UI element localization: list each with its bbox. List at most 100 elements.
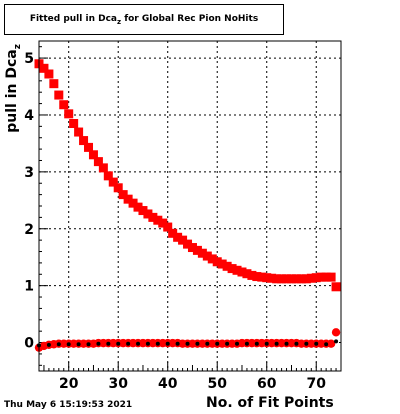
data-point-square <box>123 194 133 204</box>
data-point-square <box>301 274 311 284</box>
data-point-dot <box>56 342 61 347</box>
data-point-dot <box>304 341 309 346</box>
data-point-dot <box>86 342 91 347</box>
plot-background <box>39 41 341 371</box>
data-point-square <box>168 228 178 238</box>
data-point-square <box>74 127 84 137</box>
data-point-square <box>277 274 287 284</box>
data-point-square <box>296 274 306 284</box>
data-point-square <box>252 272 262 282</box>
data-point-square <box>262 273 272 283</box>
data-point-square <box>108 177 118 187</box>
data-point-dot <box>235 341 240 346</box>
y-tick-label: 2 <box>24 222 34 238</box>
y-tick-label: 1 <box>24 279 34 295</box>
data-point-square <box>93 157 103 167</box>
data-point-dot <box>155 341 160 346</box>
data-point-square <box>153 215 163 225</box>
x-axis-label: No. of Fit Points <box>206 395 334 411</box>
data-point-square <box>98 163 108 173</box>
chart-title: Fitted pull in Dcaz for Global Rec Pion … <box>30 14 258 26</box>
data-point-square <box>143 209 153 219</box>
data-point-square <box>88 150 98 160</box>
data-point-square <box>192 245 202 255</box>
data-point-circle <box>326 339 336 348</box>
data-point-square <box>178 235 188 245</box>
y-tick-label: 0 <box>24 336 34 352</box>
data-point-square <box>272 274 282 284</box>
data-point-square <box>163 222 173 232</box>
y-tick-label: 4 <box>24 108 34 124</box>
data-point-square <box>316 272 326 282</box>
data-point-dot <box>66 342 71 347</box>
data-point-square <box>187 243 197 253</box>
data-point-square <box>39 63 49 73</box>
data-point-dot <box>145 341 150 346</box>
x-tick-label: 70 <box>307 376 327 392</box>
data-point-dot <box>244 341 249 346</box>
chart-title-prefix: Fitted pull in Dca <box>29 13 117 24</box>
x-tick-label: 40 <box>158 376 178 392</box>
data-point-square <box>113 183 123 193</box>
data-point-square <box>306 273 316 283</box>
data-point-square <box>247 270 257 280</box>
data-point-dot <box>116 341 121 346</box>
data-point-dot <box>175 341 180 346</box>
data-point-dot <box>165 341 170 346</box>
data-point-square <box>173 232 183 242</box>
x-tick-label: 50 <box>207 376 227 392</box>
data-point-dot <box>225 341 230 346</box>
data-point-square <box>326 272 336 282</box>
data-point-dot <box>136 341 141 346</box>
y-tick-label: 5 <box>24 51 34 67</box>
data-point-dot <box>284 341 289 346</box>
plot-frame <box>38 40 342 372</box>
data-point-square <box>257 272 267 282</box>
data-point-square <box>282 274 292 284</box>
x-tick-label: 30 <box>108 376 128 392</box>
x-tick-label: 20 <box>59 376 79 392</box>
data-point-square <box>148 212 158 222</box>
data-point-square <box>217 259 227 269</box>
data-point-dot <box>126 341 131 346</box>
data-point-square <box>212 257 222 267</box>
chart-title-box: Fitted pull in Dcaz for Global Rec Pion … <box>4 4 284 35</box>
data-point-dot <box>46 342 51 347</box>
data-point-dot <box>274 341 279 346</box>
data-point-square <box>202 251 212 261</box>
data-point-square <box>128 198 138 208</box>
x-tick-label: 60 <box>257 376 277 392</box>
y-tick-label: 3 <box>24 165 34 181</box>
data-point-dot <box>294 341 299 346</box>
data-point-dot <box>195 341 200 346</box>
data-point-square <box>59 100 69 110</box>
data-point-dot <box>334 339 339 344</box>
data-point-square <box>44 69 54 79</box>
data-point-square <box>331 282 341 292</box>
data-point-dot <box>254 341 259 346</box>
data-point-circle <box>331 328 341 337</box>
data-point-square <box>311 273 321 283</box>
data-point-square <box>138 206 148 216</box>
timestamp-footer: Thu May 6 15:19:53 2021 <box>4 400 133 410</box>
data-point-square <box>237 267 247 277</box>
data-point-square <box>118 190 128 200</box>
data-point-square <box>133 202 143 212</box>
data-point-square <box>232 265 242 275</box>
data-point-square <box>197 248 207 258</box>
data-point-square <box>103 171 113 181</box>
data-point-square <box>183 239 193 249</box>
data-point-square <box>286 274 296 284</box>
data-point-dot <box>205 341 210 346</box>
data-point-dot <box>264 341 269 346</box>
data-point-square <box>79 136 89 146</box>
data-point-dot <box>314 341 319 346</box>
data-point-square <box>291 274 301 284</box>
data-point-dot <box>185 341 190 346</box>
data-point-square <box>54 90 64 100</box>
data-point-dot <box>106 341 111 346</box>
data-point-square <box>321 272 331 282</box>
data-point-dot <box>76 342 81 347</box>
data-point-square <box>227 264 237 274</box>
